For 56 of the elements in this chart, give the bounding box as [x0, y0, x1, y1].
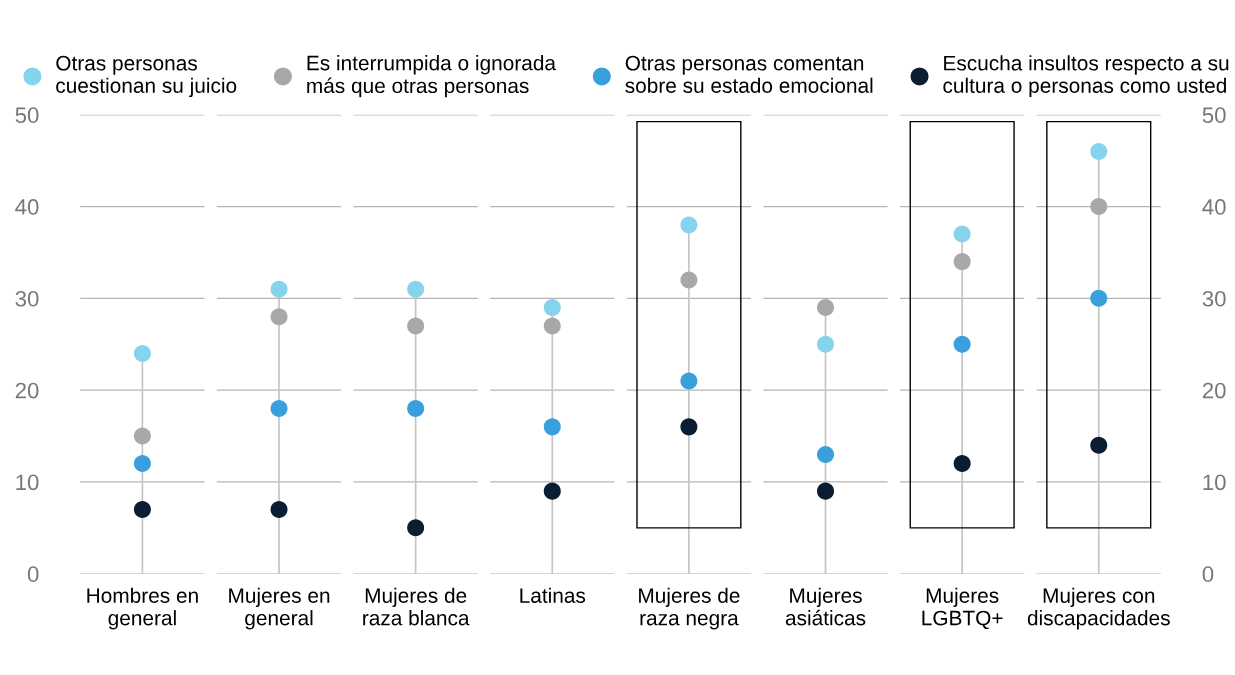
point: [407, 280, 425, 298]
point: [270, 280, 288, 298]
point: [543, 482, 561, 500]
y2-tick-label: 0: [1202, 566, 1214, 583]
point: [407, 400, 425, 418]
point: [953, 335, 971, 353]
point: [270, 400, 288, 418]
point: [817, 482, 835, 500]
point: [133, 455, 151, 473]
y-tick-label: 50: [15, 107, 39, 124]
point: [953, 455, 971, 473]
y2-tick-label: 40: [1202, 199, 1226, 215]
point: [1090, 142, 1108, 160]
y2-tick-label: 50: [1202, 107, 1226, 124]
point: [270, 500, 288, 518]
y-tick-label: 40: [15, 199, 39, 215]
x-tick-label: Latinas: [520, 587, 586, 603]
point: [407, 519, 425, 537]
point: [680, 372, 698, 390]
x-tick-label: Mujeres asiáticas: [785, 587, 866, 626]
x-tick-label: Mujeres con discapacidades: [1027, 587, 1170, 630]
x-tick-label: Mujeres LGBTQ+: [922, 587, 1003, 630]
point: [133, 344, 151, 362]
x-tick-label: Mujeres de raza blanca: [363, 587, 470, 626]
legend-label: Escucha insultos respecto a su cultura o personas como usted: [943, 55, 1229, 98]
y2-tick-label: 30: [1202, 290, 1226, 307]
y2-tick-label: 20: [1202, 382, 1226, 399]
point: [270, 308, 288, 326]
point: [680, 216, 698, 234]
y-tick-label: 0: [27, 566, 39, 583]
point: [543, 317, 561, 335]
legend-label: Otras personas comentan sobre su estado emocional: [625, 55, 873, 93]
point: [407, 317, 425, 335]
y-tick-label: 10: [16, 474, 39, 491]
y2-tick-label: 10: [1203, 474, 1226, 491]
point: [817, 335, 835, 353]
x-tick-label: Mujeres de raza negra: [639, 587, 740, 630]
point: [1090, 436, 1108, 454]
y-tick-label: 20: [15, 382, 39, 399]
point: [817, 445, 835, 463]
point: [953, 225, 971, 243]
point: [680, 271, 698, 289]
y-tick-label: 30: [15, 290, 39, 307]
point: [543, 299, 561, 317]
x-tick-label: Hombres en general: [87, 587, 198, 630]
legend-label: Es interrumpida o ignorada más que otras personas: [307, 55, 556, 98]
point: [543, 418, 561, 436]
point: [133, 427, 151, 445]
point: [1090, 289, 1108, 307]
point: [133, 500, 151, 518]
x-tick-label: Mujeres en general: [229, 587, 330, 630]
point: [1090, 198, 1108, 216]
legend-label: Otras personas cuestionan su juicio: [56, 55, 237, 98]
point: [817, 299, 835, 317]
point: [953, 253, 971, 271]
point: [680, 418, 698, 436]
